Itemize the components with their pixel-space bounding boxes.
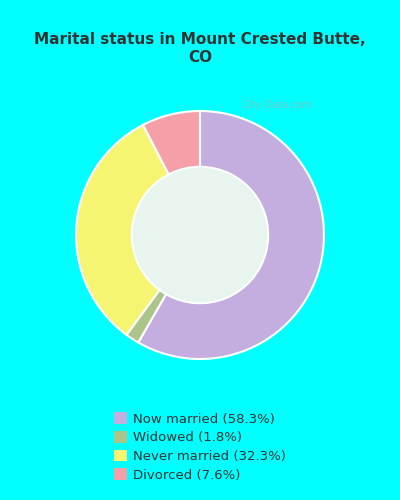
Wedge shape — [138, 111, 324, 359]
Circle shape — [133, 168, 267, 302]
Wedge shape — [126, 290, 166, 343]
Text: Marital status in Mount Crested Butte,
CO: Marital status in Mount Crested Butte, C… — [34, 32, 366, 65]
Wedge shape — [143, 111, 200, 174]
Wedge shape — [76, 125, 169, 335]
Legend: Now married (58.3%), Widowed (1.8%), Never married (32.3%), Divorced (7.6%): Now married (58.3%), Widowed (1.8%), Nev… — [107, 406, 293, 488]
Text: City-Data.com: City-Data.com — [242, 100, 312, 110]
